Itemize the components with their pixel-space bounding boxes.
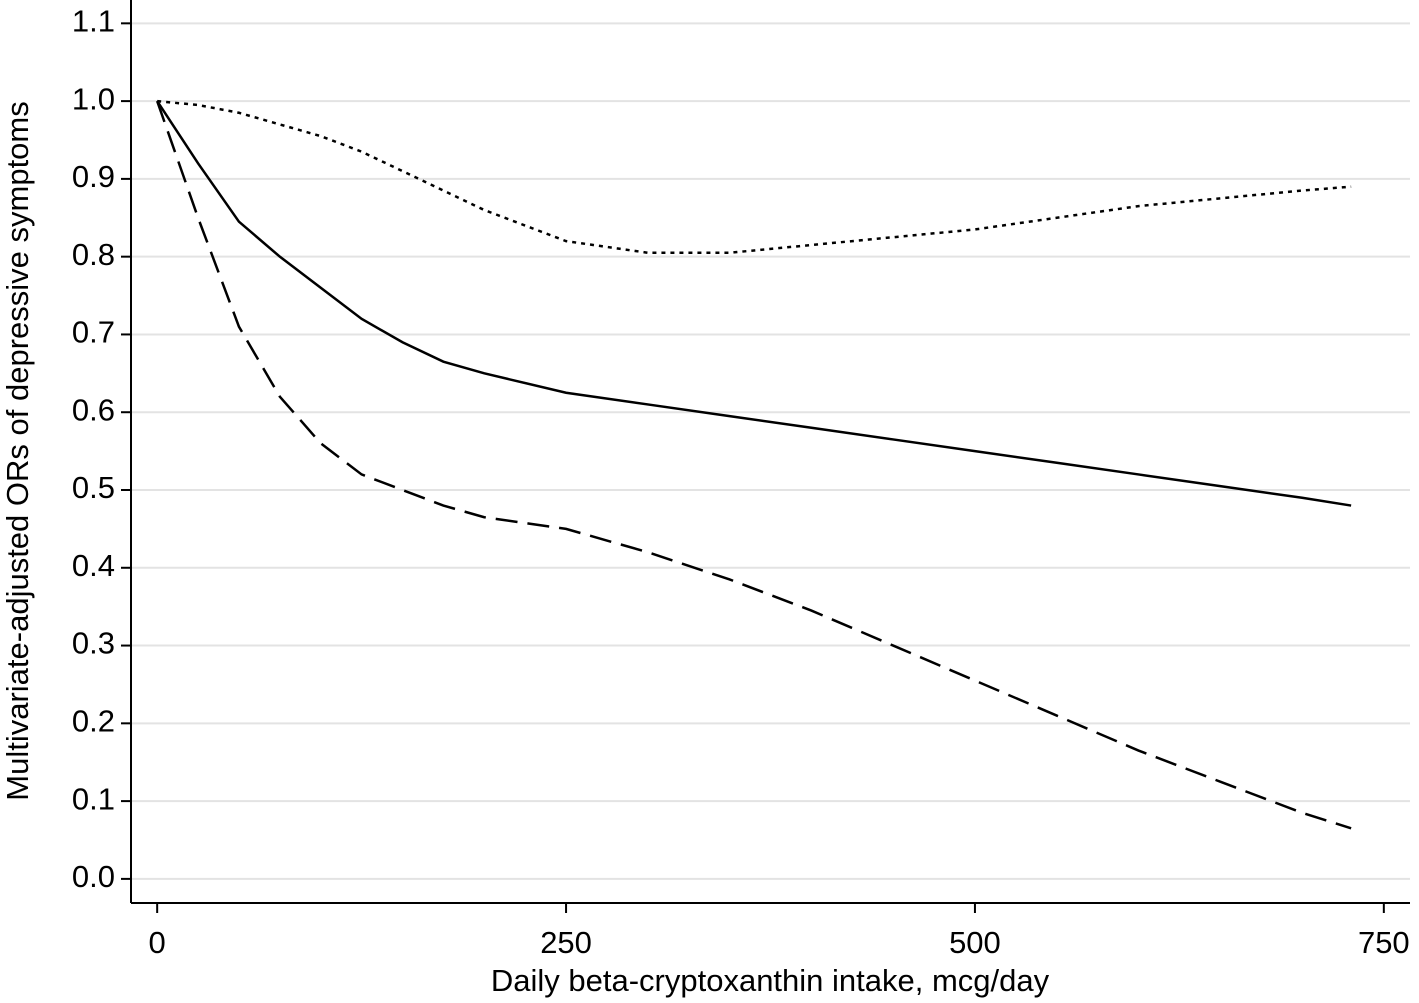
y-axis-label: Multivariate-adjusted ORs of depressive … (0, 101, 35, 800)
y-tick-label: 0.3 (72, 626, 115, 661)
y-tick-label: 0.9 (72, 159, 115, 194)
line-series (157, 99, 1352, 255)
y-tick-label: 0.8 (72, 237, 115, 272)
x-tick-label: 750 (1358, 925, 1410, 960)
x-tick-label: 0 (149, 925, 166, 960)
line-series (156, 100, 1352, 507)
y-tick-label: 0.2 (72, 704, 115, 739)
y-tick-label: 1.1 (72, 4, 115, 39)
y-tick-label: 1.0 (72, 81, 115, 116)
y-tick-label: 0.7 (72, 315, 115, 350)
x-tick-label: 500 (949, 925, 1001, 960)
y-tick-label: 0.6 (72, 392, 115, 427)
y-tick-label: 0.4 (72, 548, 115, 583)
y-tick-label: 0.0 (72, 859, 115, 894)
y-tick-label: 0.1 (72, 781, 115, 816)
x-axis-label: Daily beta-cryptoxanthin intake, mcg/day (491, 963, 1050, 998)
y-tick-label: 0.5 (72, 470, 115, 505)
x-tick-label: 250 (540, 925, 592, 960)
line-series (155, 100, 1352, 830)
